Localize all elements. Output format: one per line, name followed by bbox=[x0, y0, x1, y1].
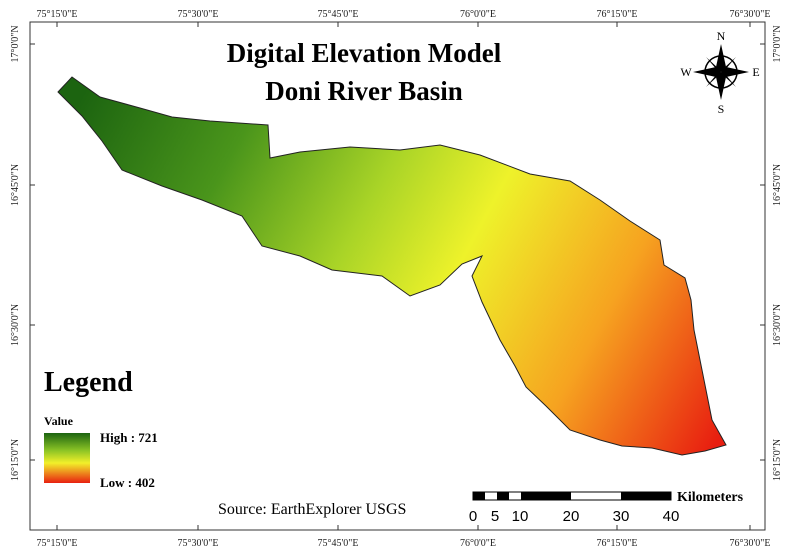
lat-label-right: 16°45'0"N bbox=[772, 164, 783, 206]
compass-w: W bbox=[680, 65, 692, 79]
lon-label-top: 76°30'0"E bbox=[730, 9, 771, 20]
lon-label-top: 75°15'0"E bbox=[37, 9, 78, 20]
lat-label-right: 17°0'0"N bbox=[772, 25, 783, 62]
scale-label: 0 bbox=[469, 508, 477, 525]
lon-label-bottom: 76°0'0"E bbox=[460, 538, 496, 549]
lon-label-bottom: 75°30'0"E bbox=[178, 538, 219, 549]
compass-n: N bbox=[717, 29, 726, 43]
scale-label: 5 bbox=[491, 508, 499, 525]
legend-low: Low : 402 bbox=[100, 475, 155, 490]
scale-unit: Kilometers bbox=[677, 490, 744, 505]
lat-label-left: 17°0'0"N bbox=[10, 25, 21, 62]
lat-label-right: 16°15'0"N bbox=[772, 439, 783, 481]
lat-label-left: 16°45'0"N bbox=[10, 164, 21, 206]
scale-label: 40 bbox=[663, 508, 680, 525]
scale-label: 30 bbox=[613, 508, 630, 525]
river-basin bbox=[57, 76, 727, 456]
compass: N S W E bbox=[680, 29, 759, 116]
legend-field: Value bbox=[44, 414, 74, 428]
scale-label: 10 bbox=[512, 508, 529, 525]
source-note: Source: EarthExplorer USGS bbox=[218, 501, 406, 518]
legend-ramp bbox=[44, 433, 90, 483]
lon-label-bottom: 76°15'0"E bbox=[597, 538, 638, 549]
legend-high: High : 721 bbox=[100, 430, 158, 445]
lon-label-bottom: 75°15'0"E bbox=[37, 538, 78, 549]
lon-label-bottom: 76°30'0"E bbox=[730, 538, 771, 549]
lon-label-top: 76°0'0"E bbox=[460, 9, 496, 20]
scale-bar: Kilometers bbox=[472, 490, 744, 505]
compass-e: E bbox=[752, 65, 759, 79]
lon-label-top: 75°45'0"E bbox=[318, 9, 359, 20]
lon-label-bottom: 75°45'0"E bbox=[318, 538, 359, 549]
lat-label-left: 16°15'0"N bbox=[10, 439, 21, 481]
lat-label-right: 16°30'0"N bbox=[772, 304, 783, 346]
legend-title: Legend bbox=[44, 367, 133, 398]
lon-label-top: 75°30'0"E bbox=[178, 9, 219, 20]
scale-label: 20 bbox=[563, 508, 580, 525]
lon-label-top: 76°15'0"E bbox=[597, 9, 638, 20]
compass-s: S bbox=[718, 102, 725, 116]
map-title: Digital Elevation Model bbox=[227, 38, 502, 68]
map-subtitle: Doni River Basin bbox=[265, 76, 463, 106]
lat-label-left: 16°30'0"N bbox=[10, 304, 21, 346]
